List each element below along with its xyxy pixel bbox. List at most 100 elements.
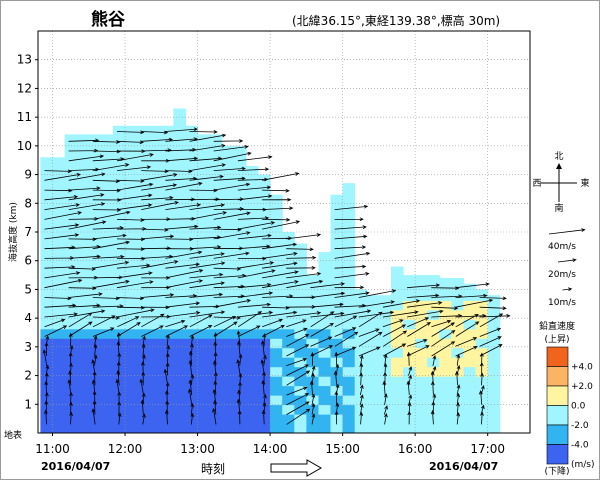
velocity-cell — [52, 243, 66, 254]
wind-vector — [358, 331, 383, 347]
velocity-cell — [451, 309, 464, 320]
velocity-cell — [64, 186, 78, 197]
wind-vector — [479, 306, 507, 311]
wind-vector — [334, 327, 357, 337]
y-tick-label: 6 — [24, 254, 32, 268]
velocity-cell — [173, 357, 186, 368]
wind-vector — [334, 272, 370, 279]
velocity-cell — [52, 347, 66, 358]
wind-vector — [407, 293, 440, 298]
velocity-cell — [366, 328, 380, 339]
velocity-cell — [342, 253, 356, 263]
velocity-cell — [52, 395, 66, 406]
velocity-cell — [100, 309, 114, 320]
velocity-cell — [40, 167, 53, 178]
velocity-cell — [270, 376, 283, 387]
velocity-cell — [209, 167, 223, 178]
wind-vector — [262, 206, 294, 211]
velocity-cell — [306, 385, 319, 396]
wind-vector — [189, 174, 224, 181]
velocity-cell — [403, 423, 416, 434]
wind-vector — [189, 211, 228, 220]
velocity-cell — [185, 271, 199, 282]
wind-vector — [383, 324, 407, 337]
velocity-cell — [366, 414, 380, 424]
wind-vector — [432, 365, 437, 376]
velocity-cell — [185, 262, 199, 273]
wind-vector — [237, 244, 271, 250]
wind-vector — [335, 383, 340, 396]
wind-vector — [237, 194, 273, 201]
wind-vector — [44, 223, 80, 230]
wind-vector — [286, 233, 322, 240]
wind-vector — [263, 393, 267, 405]
velocity-cell — [209, 234, 223, 244]
wind-vector — [68, 154, 105, 162]
wind-vector — [45, 335, 50, 347]
velocity-cell — [354, 338, 368, 349]
wind-vector — [42, 349, 48, 366]
velocity-cell — [427, 423, 440, 434]
velocity-cell — [415, 404, 428, 415]
velocity-cell — [282, 423, 295, 434]
velocity-cell — [294, 290, 307, 301]
velocity-cell — [245, 243, 259, 254]
velocity-cell — [64, 319, 78, 330]
velocity-cell — [475, 309, 489, 320]
wind-vector — [262, 172, 300, 181]
wind-vector — [286, 334, 310, 347]
wind-vector — [141, 201, 180, 210]
velocity-cell — [403, 281, 416, 292]
velocity-cell — [439, 414, 452, 424]
velocity-cell — [125, 224, 138, 235]
velocity-cell — [233, 148, 247, 159]
velocity-cell — [100, 271, 114, 282]
velocity-cell — [282, 262, 295, 273]
velocity-cell — [173, 129, 186, 140]
wind-vector — [286, 265, 316, 270]
velocity-cell — [342, 366, 356, 377]
velocity-cell — [221, 423, 235, 434]
wind-vector — [165, 181, 203, 191]
wind-vector — [44, 188, 73, 193]
velocity-cell — [100, 319, 114, 330]
velocity-cell — [173, 186, 186, 197]
velocity-cell — [294, 281, 307, 292]
velocity-cell — [391, 328, 404, 339]
velocity-cell — [173, 167, 186, 178]
velocity-cell — [40, 196, 53, 207]
wind-vector — [213, 139, 244, 143]
north-arrow-icon — [556, 163, 562, 169]
velocity-cell — [282, 376, 295, 387]
velocity-cell — [294, 262, 307, 273]
wind-vector — [166, 344, 171, 357]
velocity-cell — [366, 338, 380, 349]
velocity-cell — [282, 338, 295, 349]
velocity-cell — [125, 328, 138, 339]
wind-vector — [189, 163, 226, 171]
wind-vector — [68, 193, 105, 201]
velocity-cell — [451, 338, 464, 349]
velocity-cell — [100, 215, 114, 226]
velocity-cell — [100, 376, 114, 387]
velocity-cell — [88, 177, 102, 188]
wind-vector — [263, 354, 267, 366]
velocity-cell — [173, 423, 186, 434]
wind-vector — [311, 372, 315, 386]
velocity-cell — [258, 366, 271, 377]
velocity-cell — [125, 366, 138, 377]
velocity-cell — [76, 423, 90, 434]
y-tick-label: 3 — [24, 340, 32, 354]
velocity-cell — [137, 319, 150, 330]
velocity-cell — [282, 347, 295, 358]
velocity-cell — [125, 253, 138, 263]
wind-vector — [44, 211, 83, 220]
x-tick-label: 13:00 — [180, 442, 215, 456]
velocity-cell — [378, 385, 392, 396]
velocity-cell — [487, 385, 501, 396]
velocity-cell — [245, 357, 259, 368]
velocity-cell — [197, 319, 211, 330]
wind-vector — [334, 245, 367, 250]
wind-vector — [237, 221, 276, 230]
velocity-cell — [64, 224, 78, 235]
